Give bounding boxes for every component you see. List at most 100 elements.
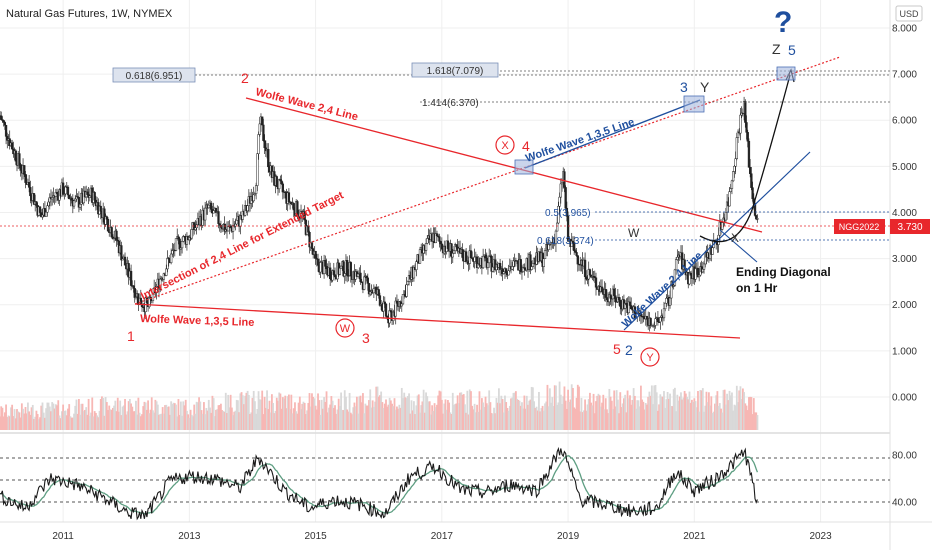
candle-body xyxy=(280,180,283,185)
volume-bar xyxy=(405,398,408,430)
volume-bar xyxy=(468,389,471,430)
time-axis[interactable]: 2011 2013 2015 2017 2019 2021 2023 xyxy=(52,531,832,542)
volume-bar xyxy=(171,404,174,430)
candle-body xyxy=(140,304,144,308)
volume-bar xyxy=(319,414,322,430)
wave-1: 1 xyxy=(127,328,135,344)
volume-bar xyxy=(290,394,293,430)
volume-bar xyxy=(607,413,610,430)
volume-bar xyxy=(425,392,427,430)
volume-bar xyxy=(155,401,158,430)
wolfe24-small-label: Wolfe Wave 2,4 Line xyxy=(620,250,705,330)
volume-bar xyxy=(36,414,39,430)
volume-bar xyxy=(137,397,140,430)
volume-bar xyxy=(273,413,276,430)
candle-body xyxy=(750,173,753,188)
volume-bar xyxy=(54,404,57,430)
wolfe135-up-label: Wolfe Wave 1,3,5 Line xyxy=(524,116,636,165)
volume-bar xyxy=(447,400,449,430)
volume-bar xyxy=(352,407,355,430)
volume-bar xyxy=(684,393,687,430)
volume-bar xyxy=(529,399,532,430)
wave-small-x: X xyxy=(731,231,739,245)
candle-body xyxy=(342,261,345,277)
volume-bar xyxy=(563,386,566,430)
volume-bar xyxy=(686,396,688,430)
volume-bar xyxy=(437,395,440,430)
candle-body xyxy=(604,289,607,298)
volume-bar xyxy=(328,407,330,430)
price-axis[interactable]: 8.000 7.000 6.000 5.000 4.000 3.000 2.000 1.000… xyxy=(892,24,917,404)
candle-body xyxy=(530,266,533,270)
volume-bar xyxy=(710,396,713,430)
volume-bar xyxy=(570,384,573,430)
candle-body xyxy=(728,191,731,207)
candle-body xyxy=(99,205,102,212)
volume-bar xyxy=(665,399,668,430)
volume-bar xyxy=(464,404,466,430)
volume-bar xyxy=(700,390,703,430)
volume-bar xyxy=(590,402,593,430)
volume-bar xyxy=(672,389,675,430)
volume-bar xyxy=(233,411,236,430)
volume-bar xyxy=(689,402,692,430)
candle-body xyxy=(178,238,181,250)
candle-body xyxy=(246,205,249,212)
candle-body xyxy=(452,250,456,254)
volume-bar xyxy=(138,412,141,430)
candle-body xyxy=(628,301,632,306)
volume-bar xyxy=(325,391,328,430)
volume-bar xyxy=(510,398,512,430)
volume-bar xyxy=(457,403,460,430)
volume-bar xyxy=(483,406,486,430)
volume-bar xyxy=(159,414,162,430)
candle-body xyxy=(258,123,261,135)
candle-body xyxy=(613,288,616,296)
candle-body xyxy=(558,196,561,207)
volume-bar xyxy=(733,404,736,430)
volume-bar xyxy=(29,414,32,430)
volume-bar xyxy=(602,394,605,430)
volume-bar xyxy=(132,411,135,430)
volume-bar xyxy=(692,402,695,430)
volume-bar xyxy=(70,417,73,430)
volume-bar xyxy=(633,395,636,430)
volume-bar xyxy=(640,385,642,430)
candle-body xyxy=(174,238,178,251)
fib-0618-top-label: 0.618(6.951) xyxy=(126,71,183,82)
volume-bar xyxy=(595,401,597,430)
volume-bar xyxy=(476,404,478,430)
candle-body xyxy=(64,186,67,195)
candle-body xyxy=(688,272,691,285)
volume-bar xyxy=(336,409,339,430)
volume-bar xyxy=(250,412,253,430)
volume-bar xyxy=(201,413,204,430)
volume-bar xyxy=(682,397,685,430)
target-box-5 xyxy=(776,66,796,81)
candle-body xyxy=(405,284,408,297)
ending-diagonal-label-2: on 1 Hr xyxy=(736,281,778,295)
candle-body xyxy=(424,243,428,251)
volume-bar xyxy=(695,407,698,430)
volume-bar xyxy=(261,390,264,430)
candle-body xyxy=(10,142,14,150)
volume-bar xyxy=(348,392,351,430)
volume-bar xyxy=(613,390,616,430)
candle-body xyxy=(343,273,346,277)
volume-bar xyxy=(103,415,106,430)
rsi-axis[interactable]: 80.00 40.00 xyxy=(892,450,917,508)
volume-bar xyxy=(257,391,260,430)
volume-bar xyxy=(416,395,419,430)
candle-body xyxy=(563,171,566,188)
volume-bar xyxy=(51,402,54,430)
volume-bar xyxy=(669,393,671,430)
volume-bar xyxy=(198,397,200,430)
volume-bar xyxy=(506,407,509,430)
currency-badge[interactable] xyxy=(895,5,923,22)
volume-bar xyxy=(430,414,432,430)
volume-bar xyxy=(369,389,372,430)
volume-bar xyxy=(512,392,515,430)
volume-bar xyxy=(78,398,80,430)
volume-bar xyxy=(136,414,139,430)
